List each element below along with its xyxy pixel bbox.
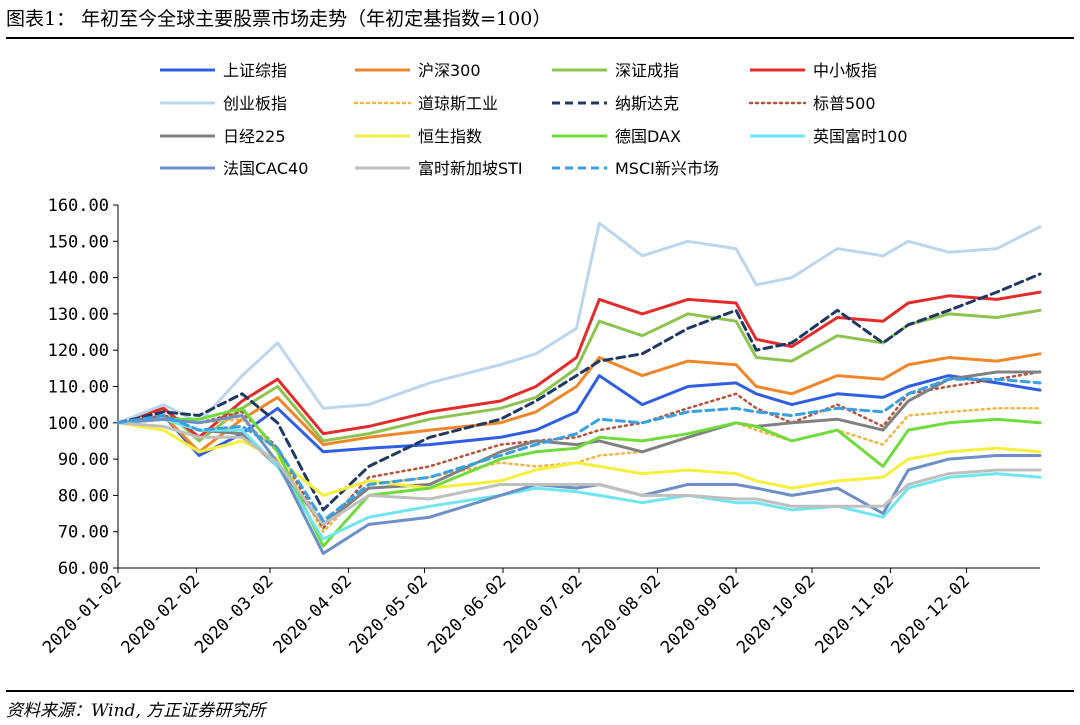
legend-label-13: 富时新加坡STI <box>418 159 523 178</box>
series-line-0 <box>116 374 1042 457</box>
x-tick-label: 2020-11-02 <box>812 571 899 658</box>
series-line-1 <box>116 352 1042 454</box>
y-tick-label: 120.00 <box>48 341 109 361</box>
series-line-7 <box>116 370 1042 530</box>
x-tick-label: 2020-06-02 <box>424 571 511 658</box>
y-tick-label: 140.00 <box>48 269 109 289</box>
series-line-10 <box>116 406 1042 548</box>
legend-label-2: 深证成指 <box>615 61 679 80</box>
y-tick-label: 130.00 <box>48 305 109 325</box>
legend-label-11: 英国富时100 <box>813 127 908 146</box>
source-note: 资料来源：Wind, 方正证券研究所 <box>6 690 1074 721</box>
legend-label-14: MSCI新兴市场 <box>615 159 719 178</box>
y-tick-label: 70.00 <box>58 523 109 543</box>
series-line-6 <box>116 272 1042 512</box>
x-tick-label: 2020-01-02 <box>39 571 126 658</box>
plot-area <box>116 221 1042 555</box>
x-tick-label: 2020-03-02 <box>191 571 278 658</box>
y-axis: 60.00 70.00 80.00 90.00 100.00 110.00 120.00 13… <box>48 196 119 579</box>
series-line-4 <box>116 221 1042 425</box>
x-axis: 2020-01-022020-02-022020-03-022020-04-02… <box>39 567 1040 658</box>
y-tick-label: 80.00 <box>58 486 109 506</box>
legend-label-10: 德国DAX <box>615 127 681 146</box>
legend-label-7: 标普500 <box>813 94 876 113</box>
x-tick-label: 2020-04-02 <box>270 571 357 658</box>
legend-label-6: 纳斯达克 <box>615 94 679 113</box>
x-tick-label: 2020-09-02 <box>657 571 744 658</box>
legend-label-12: 法国CAC40 <box>223 159 308 178</box>
y-tick-label: 100.00 <box>48 414 109 434</box>
legend-label-3: 中小板指 <box>813 61 877 80</box>
y-tick-label: 160.00 <box>48 196 109 216</box>
y-tick-label: 60.00 <box>58 559 109 579</box>
legend-label-1: 沪深300 <box>418 61 481 80</box>
y-tick-label: 110.00 <box>48 378 109 398</box>
series-line-13 <box>116 421 1042 526</box>
legend-label-0: 上证综指 <box>223 61 287 80</box>
x-tick-label: 2020-12-02 <box>888 571 975 658</box>
y-tick-label: 150.00 <box>48 232 109 252</box>
x-tick-label: 2020-07-02 <box>500 571 587 658</box>
series-line-14 <box>116 377 1042 523</box>
series-line-3 <box>116 290 1042 439</box>
y-tick-label: 90.00 <box>58 450 109 470</box>
x-tick-label: 2020-05-02 <box>346 571 433 658</box>
figure-title: 图表1： 年初至今全球主要股票市场走势（年初定基指数=100） <box>6 4 1074 39</box>
x-tick-label: 2020-08-02 <box>579 571 666 658</box>
x-tick-label: 2020-10-02 <box>733 571 820 658</box>
legend-label-8: 日经225 <box>223 127 286 146</box>
legend-label-9: 恒生指数 <box>418 127 482 146</box>
legend-label-5: 道琼斯工业 <box>418 94 498 113</box>
legend-label-4: 创业板指 <box>223 94 287 113</box>
